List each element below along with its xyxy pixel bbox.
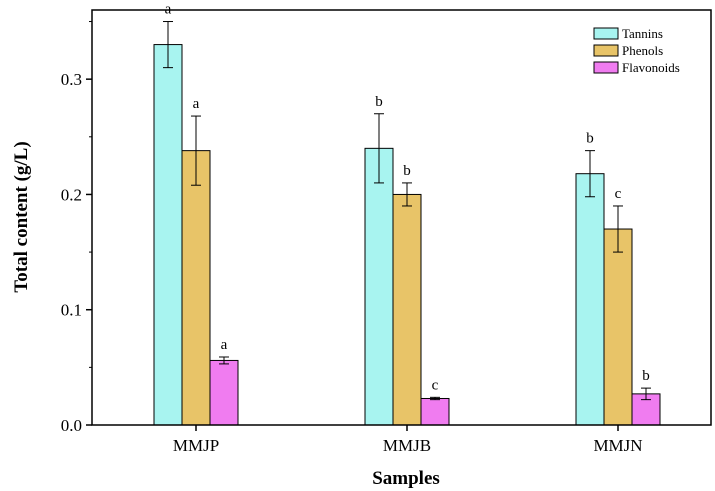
significance-letter: b: [375, 94, 383, 110]
legend-label-phenols: Phenols: [622, 43, 663, 58]
significance-letter: a: [165, 2, 172, 18]
legend-swatch-flavonoids: [594, 62, 618, 73]
bar-flavonoids-mmjb: [421, 398, 449, 425]
bar-tannins-mmjb: [365, 148, 393, 425]
y-tick-label: 0.1: [61, 301, 82, 320]
bar-tannins-mmjn: [576, 174, 604, 425]
y-tick-label: 0.0: [61, 416, 82, 435]
ticks-layer: 0.0 0.1 0.2 0.3 MMJP MMJB MMJN: [61, 22, 643, 455]
y-tick-label: 0.3: [61, 70, 82, 89]
y-axis-title: Total content (g/L): [11, 141, 32, 292]
legend-label-tannins: Tannins: [622, 26, 663, 41]
bars-layer: [154, 22, 660, 425]
significance-letter: c: [615, 186, 622, 202]
significance-letter: a: [221, 337, 228, 353]
significance-letter: b: [403, 163, 411, 179]
x-tick-label: MMJB: [383, 436, 431, 455]
bar-tannins-mmjp: [154, 45, 182, 425]
x-tick-label: MMJP: [173, 436, 219, 455]
significance-letter: b: [586, 131, 594, 147]
bar-phenols-mmjb: [393, 194, 421, 425]
x-axis-title: Samples: [372, 468, 440, 489]
x-tick-label: MMJN: [593, 436, 642, 455]
significance-letter: b: [642, 368, 650, 384]
bar-phenols-mmjp: [182, 151, 210, 425]
legend-label-flavonoids: Flavonoids: [622, 60, 680, 75]
y-tick-label: 0.2: [61, 185, 82, 204]
bar-phenols-mmjn: [604, 229, 632, 425]
legend-swatch-tannins: [594, 28, 618, 39]
legend: Tannins Phenols Flavonoids: [594, 26, 680, 75]
significance-letter: c: [432, 377, 439, 393]
bar-flavonoids-mmjp: [210, 360, 238, 425]
significance-letter: a: [193, 96, 200, 112]
legend-swatch-phenols: [594, 45, 618, 56]
